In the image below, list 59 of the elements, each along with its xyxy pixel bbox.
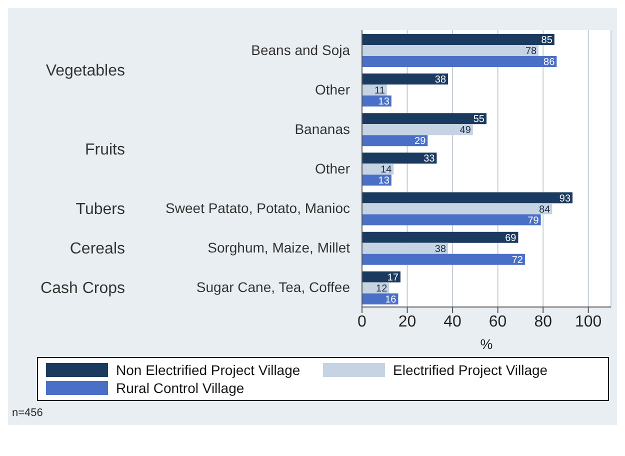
y-tick-label: Sugar Cane, Tea, Coffee xyxy=(196,279,350,296)
data-label: 17 xyxy=(387,272,399,284)
x-tick-label: 40 xyxy=(444,313,462,330)
bar xyxy=(362,135,428,146)
data-label: 49 xyxy=(460,125,472,136)
data-label: 55 xyxy=(473,114,485,126)
bar xyxy=(362,74,448,85)
bar xyxy=(362,242,448,254)
x-tick-label: 80 xyxy=(534,313,552,330)
y-tick-label: Other xyxy=(314,81,350,98)
data-label: 86 xyxy=(544,57,556,68)
y-tick-label: Sweet Patato, Potato, Manioc xyxy=(166,200,350,216)
text: Cash Crops xyxy=(40,280,125,298)
text: Vegetables xyxy=(46,62,125,80)
data-label: 33 xyxy=(424,154,436,165)
data-label: 14 xyxy=(380,164,392,176)
bar xyxy=(362,254,525,265)
x-tick-label: 0 xyxy=(358,313,367,330)
bar xyxy=(362,232,518,243)
bar xyxy=(362,192,573,204)
data-label: 85 xyxy=(541,35,553,46)
x-axis-title: % xyxy=(480,336,493,352)
data-label: 69 xyxy=(505,232,517,244)
data-label: 84 xyxy=(539,204,551,216)
bar xyxy=(362,203,552,214)
bar xyxy=(362,271,400,282)
data-label: 78 xyxy=(525,46,537,58)
legend-label: Non Electrified Project Village xyxy=(116,362,300,378)
data-label: 11 xyxy=(374,86,386,97)
x-tick-label: 20 xyxy=(398,313,416,330)
legend-label: Electrified Project Village xyxy=(393,362,548,378)
y-tick-label: Beans and Soja xyxy=(251,42,350,58)
data-label: 12 xyxy=(376,283,388,294)
y-tick-label: Sorghum, Maize, Millet xyxy=(208,240,350,256)
data-label: 72 xyxy=(512,254,524,266)
bar xyxy=(362,152,437,164)
data-label: 13 xyxy=(378,176,390,187)
data-label: 13 xyxy=(378,96,390,108)
data-label: 93 xyxy=(559,193,571,204)
y-tick-label: Other xyxy=(314,160,350,176)
text: n=456 xyxy=(11,406,44,421)
data-label: 38 xyxy=(434,74,446,86)
bar xyxy=(362,124,473,136)
data-label: 38 xyxy=(434,244,446,255)
bar xyxy=(362,56,557,67)
legend-label: Rural Control Village xyxy=(116,380,244,396)
data-label: 16 xyxy=(385,294,397,306)
x-tick-label: 100 xyxy=(575,313,602,330)
x-tick-label: 60 xyxy=(488,313,507,330)
text: Cereals xyxy=(70,240,125,258)
y-tick-label: Bananas xyxy=(294,120,350,137)
bar xyxy=(362,214,541,226)
data-label: 29 xyxy=(414,136,426,148)
bar xyxy=(362,34,554,45)
text: Fruits xyxy=(85,142,125,159)
data-label: 79 xyxy=(528,215,540,226)
text: Tubers xyxy=(76,201,125,218)
bar xyxy=(362,44,539,56)
bar xyxy=(362,113,486,124)
